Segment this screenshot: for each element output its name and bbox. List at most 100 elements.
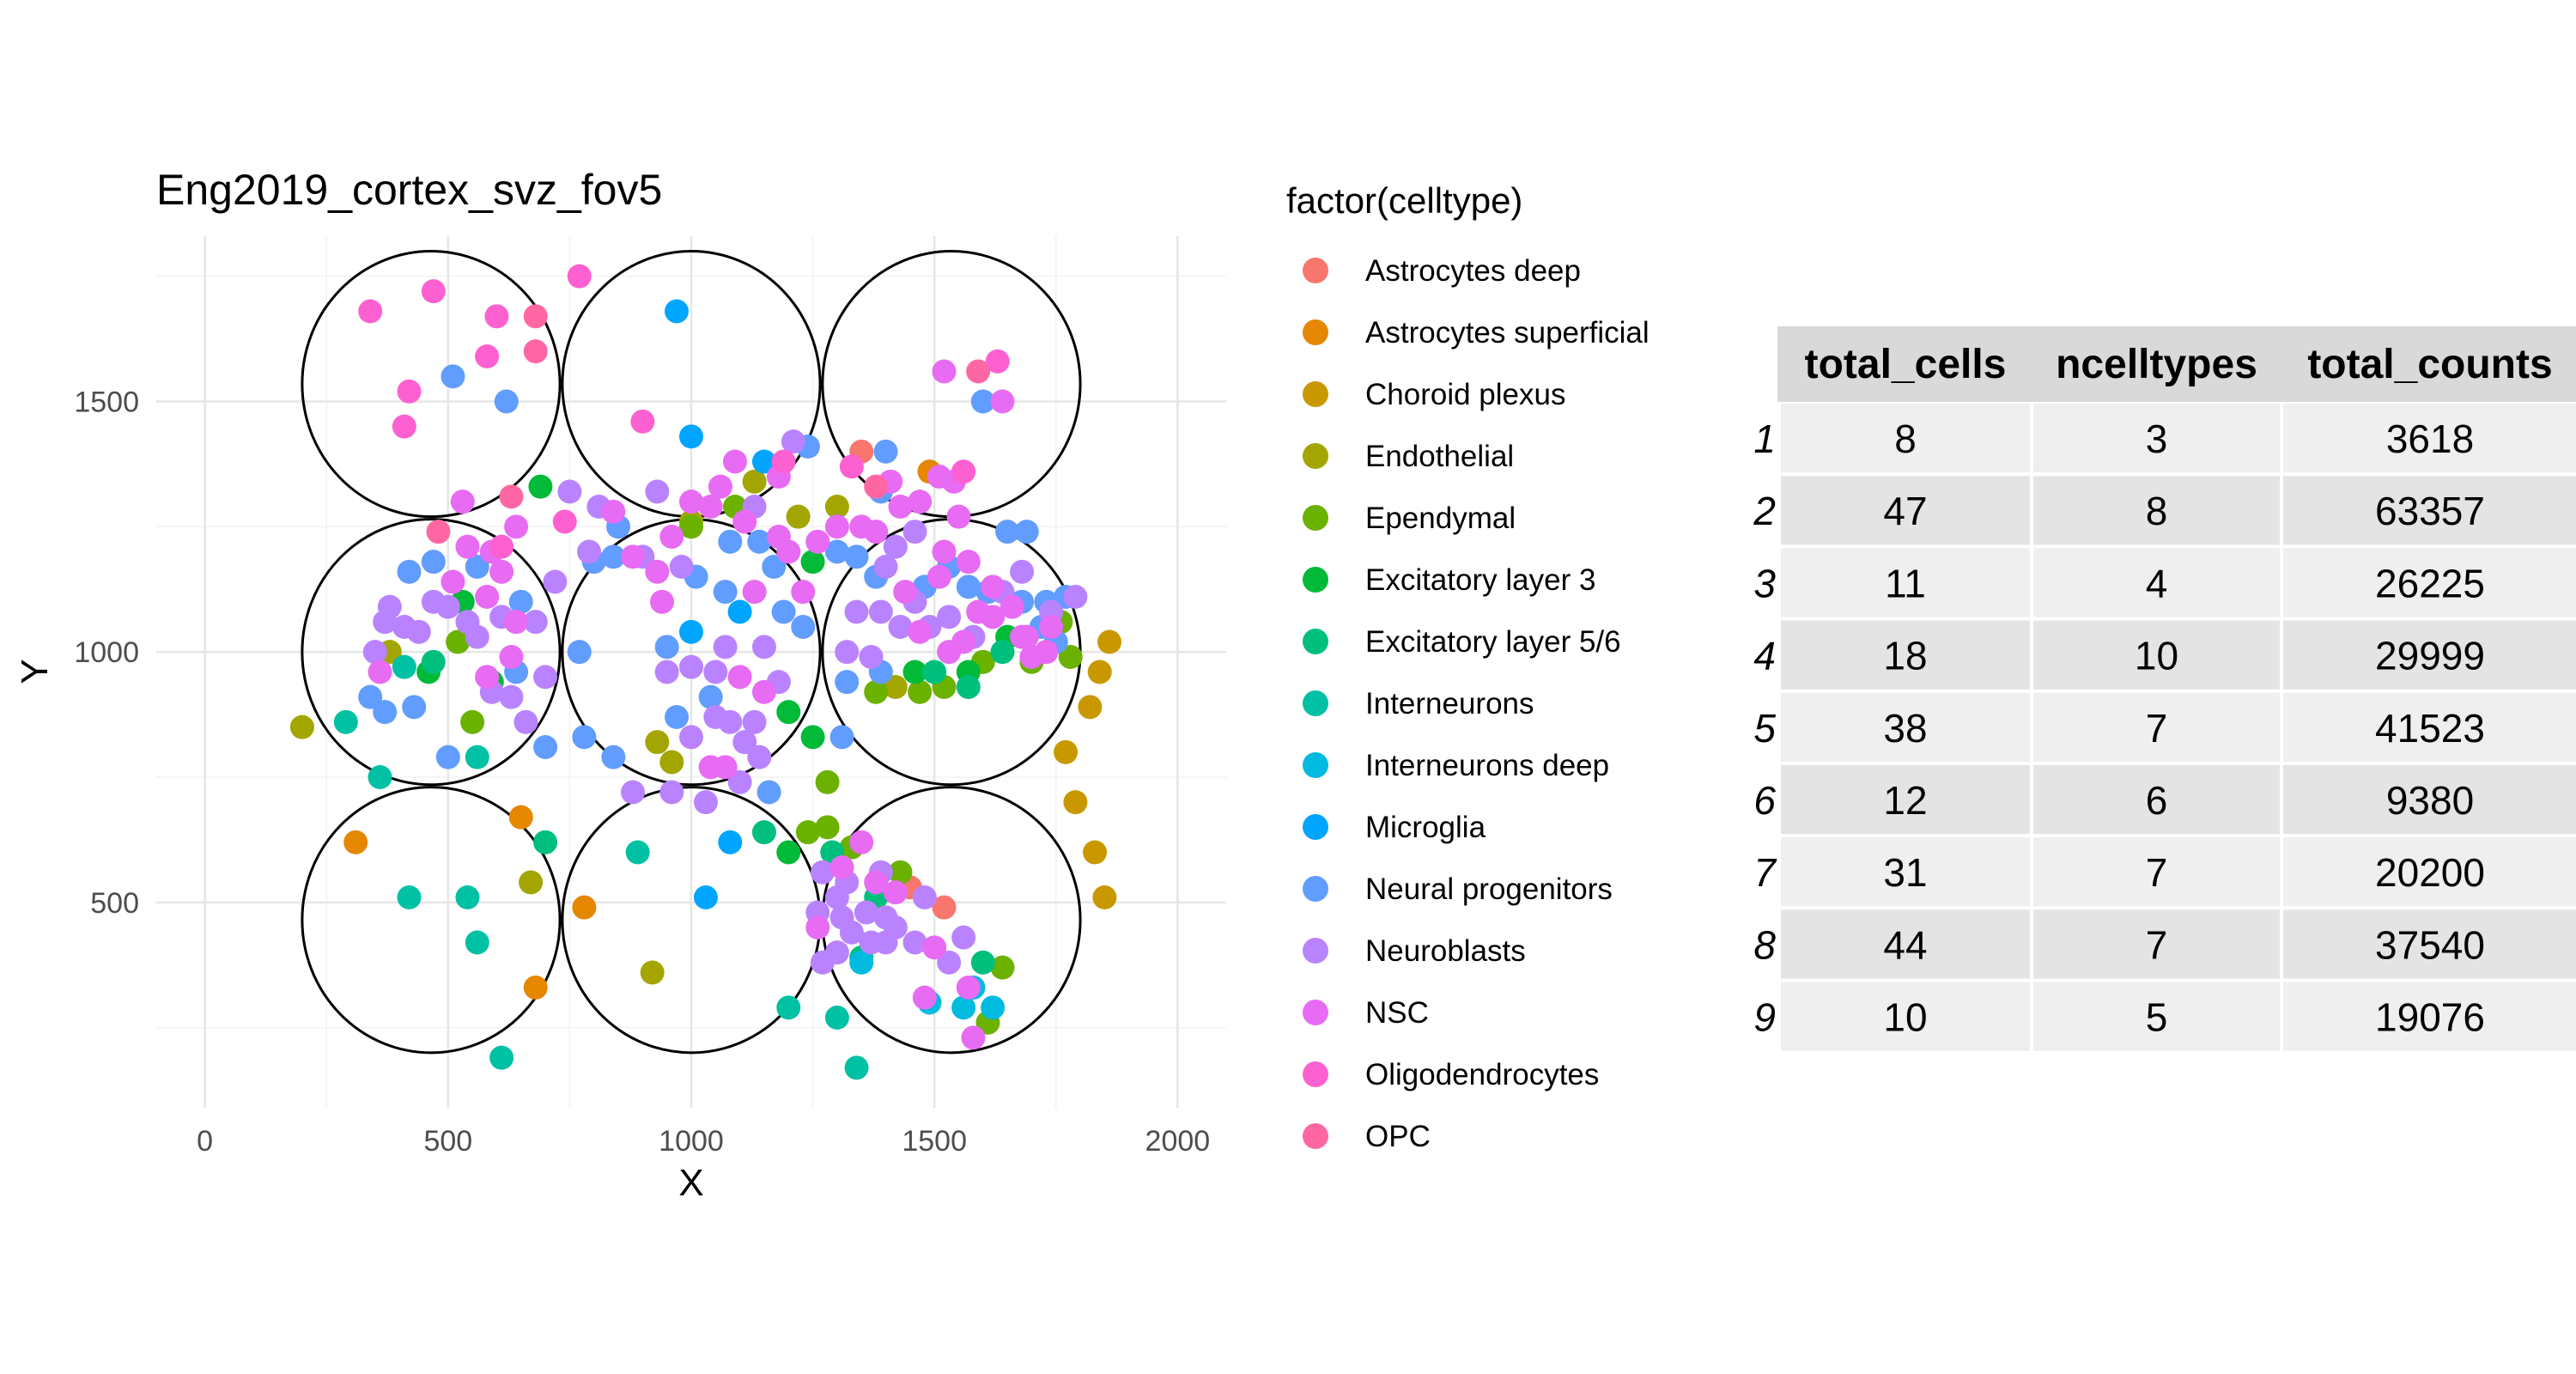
legend-label: Oligodendrocytes [1365, 1058, 1599, 1091]
y-axis-title: Y [14, 659, 56, 684]
point-nsc [368, 660, 392, 684]
point-interneurons [844, 1055, 869, 1080]
point-excitatory-layer-3 [528, 474, 553, 499]
point-astrocytes-deep [932, 895, 957, 920]
x-tick-label: 1500 [902, 1125, 967, 1158]
point-interneurons [489, 1045, 514, 1070]
point-neural-progenitors [873, 439, 898, 464]
point-oligodendrocytes [951, 459, 976, 484]
table-cell: 5 [2146, 995, 2168, 1040]
point-neuroblasts [810, 860, 835, 885]
table-row-name: 9 [1753, 995, 1776, 1040]
point-nsc [698, 495, 723, 519]
table-cell: 10 [1883, 995, 1927, 1040]
point-endothelial [645, 730, 670, 755]
point-nsc [937, 640, 962, 665]
point-oligodendrocytes [392, 414, 416, 439]
table-header: total_counts [2307, 342, 2552, 387]
point-neural-progenitors [440, 364, 465, 389]
point-nsc [824, 514, 849, 539]
legend-label: Neuroblasts [1365, 934, 1526, 968]
point-ependymal [815, 815, 840, 840]
legend-key [1303, 567, 1328, 593]
point-microglia [727, 599, 752, 624]
point-endothelial [824, 495, 849, 519]
point-neural-progenitors [397, 559, 422, 584]
legend-key [1303, 319, 1328, 345]
point-microglia [718, 830, 743, 854]
table-cell-background [1781, 404, 2030, 473]
point-neuroblasts [499, 684, 524, 709]
point-oligodendrocytes [421, 279, 446, 304]
point-oligodendrocytes [358, 299, 383, 324]
point-nsc [908, 489, 933, 514]
legend-key [1303, 814, 1328, 840]
point-nsc [504, 610, 529, 635]
table-cell-background [2283, 982, 2576, 1051]
point-excitatory-layer-3 [776, 700, 801, 725]
point-nsc [990, 389, 1015, 414]
point-nsc [475, 585, 500, 609]
legend-key [1303, 876, 1328, 902]
point-nsc [727, 665, 752, 690]
point-oligodendrocytes [397, 379, 422, 404]
table-cell: 3 [2146, 416, 2168, 461]
point-interneurons [333, 709, 358, 734]
point-neural-progenitors [567, 640, 592, 665]
point-neuroblasts [868, 599, 893, 624]
table-cell-background [2033, 548, 2280, 617]
point-nsc [961, 1025, 986, 1050]
point-endothelial [742, 469, 767, 494]
legend-title: factor(celltype) [1286, 180, 1522, 221]
point-nsc [1039, 615, 1064, 639]
point-choroid-plexus [1054, 739, 1078, 764]
point-neuroblasts [902, 520, 927, 544]
table-cell: 63357 [2375, 489, 2485, 533]
point-interneurons-deep [849, 950, 874, 975]
point-nsc [601, 499, 626, 524]
table-cell-background [2033, 692, 2280, 762]
point-nsc [966, 599, 991, 624]
point-ependymal [1058, 645, 1083, 669]
point-nsc [621, 544, 646, 569]
table-cell: 12 [1883, 778, 1927, 823]
point-interneurons [465, 745, 489, 769]
legend-label: NSC [1365, 996, 1429, 1030]
x-tick-label: 500 [423, 1125, 472, 1158]
point-nsc [805, 915, 830, 939]
table-row-name: 7 [1753, 850, 1777, 895]
point-neuroblasts [859, 645, 884, 669]
legend-key [1303, 1123, 1328, 1149]
point-neuroblasts [742, 709, 767, 734]
point-neural-progenitors [995, 520, 1020, 544]
point-neuroblasts [937, 605, 962, 629]
legend-items: Astrocytes deep Astrocytes superficial Cho… [1303, 254, 1649, 1153]
point-excitatory-layer-3 [800, 550, 825, 575]
point-neural-progenitors [654, 635, 679, 660]
point-nsc [893, 580, 918, 605]
point-astrocytes-superficial [508, 805, 533, 830]
legend-label: Neural progenitors [1365, 872, 1613, 906]
table-cell-background [1781, 909, 2030, 979]
table-cell: 38 [1883, 706, 1927, 751]
point-ependymal [460, 709, 485, 734]
table-cell: 44 [1883, 922, 1927, 967]
point-excitatory-layer-5-6 [970, 950, 995, 975]
point-excitatory-layer-3 [776, 840, 801, 865]
table-cell: 26225 [2375, 561, 2485, 605]
table-row: 2 47 8 63357 [1753, 476, 2576, 545]
point-excitatory-layer-5-6 [990, 640, 1015, 665]
point-neural-progenitors [791, 615, 816, 639]
point-nsc [455, 534, 480, 559]
point-opc [499, 484, 524, 509]
point-microglia [679, 424, 703, 449]
table-cell: 9380 [2386, 778, 2474, 823]
point-excitatory-layer-5-6 [533, 830, 558, 854]
legend-item-opc: OPC [1303, 1120, 1431, 1153]
point-nsc [805, 529, 830, 554]
point-neuroblasts [747, 745, 772, 769]
legend-key [1303, 1000, 1328, 1025]
legend-label: Ependymal [1365, 502, 1516, 535]
legend-key [1303, 752, 1328, 778]
